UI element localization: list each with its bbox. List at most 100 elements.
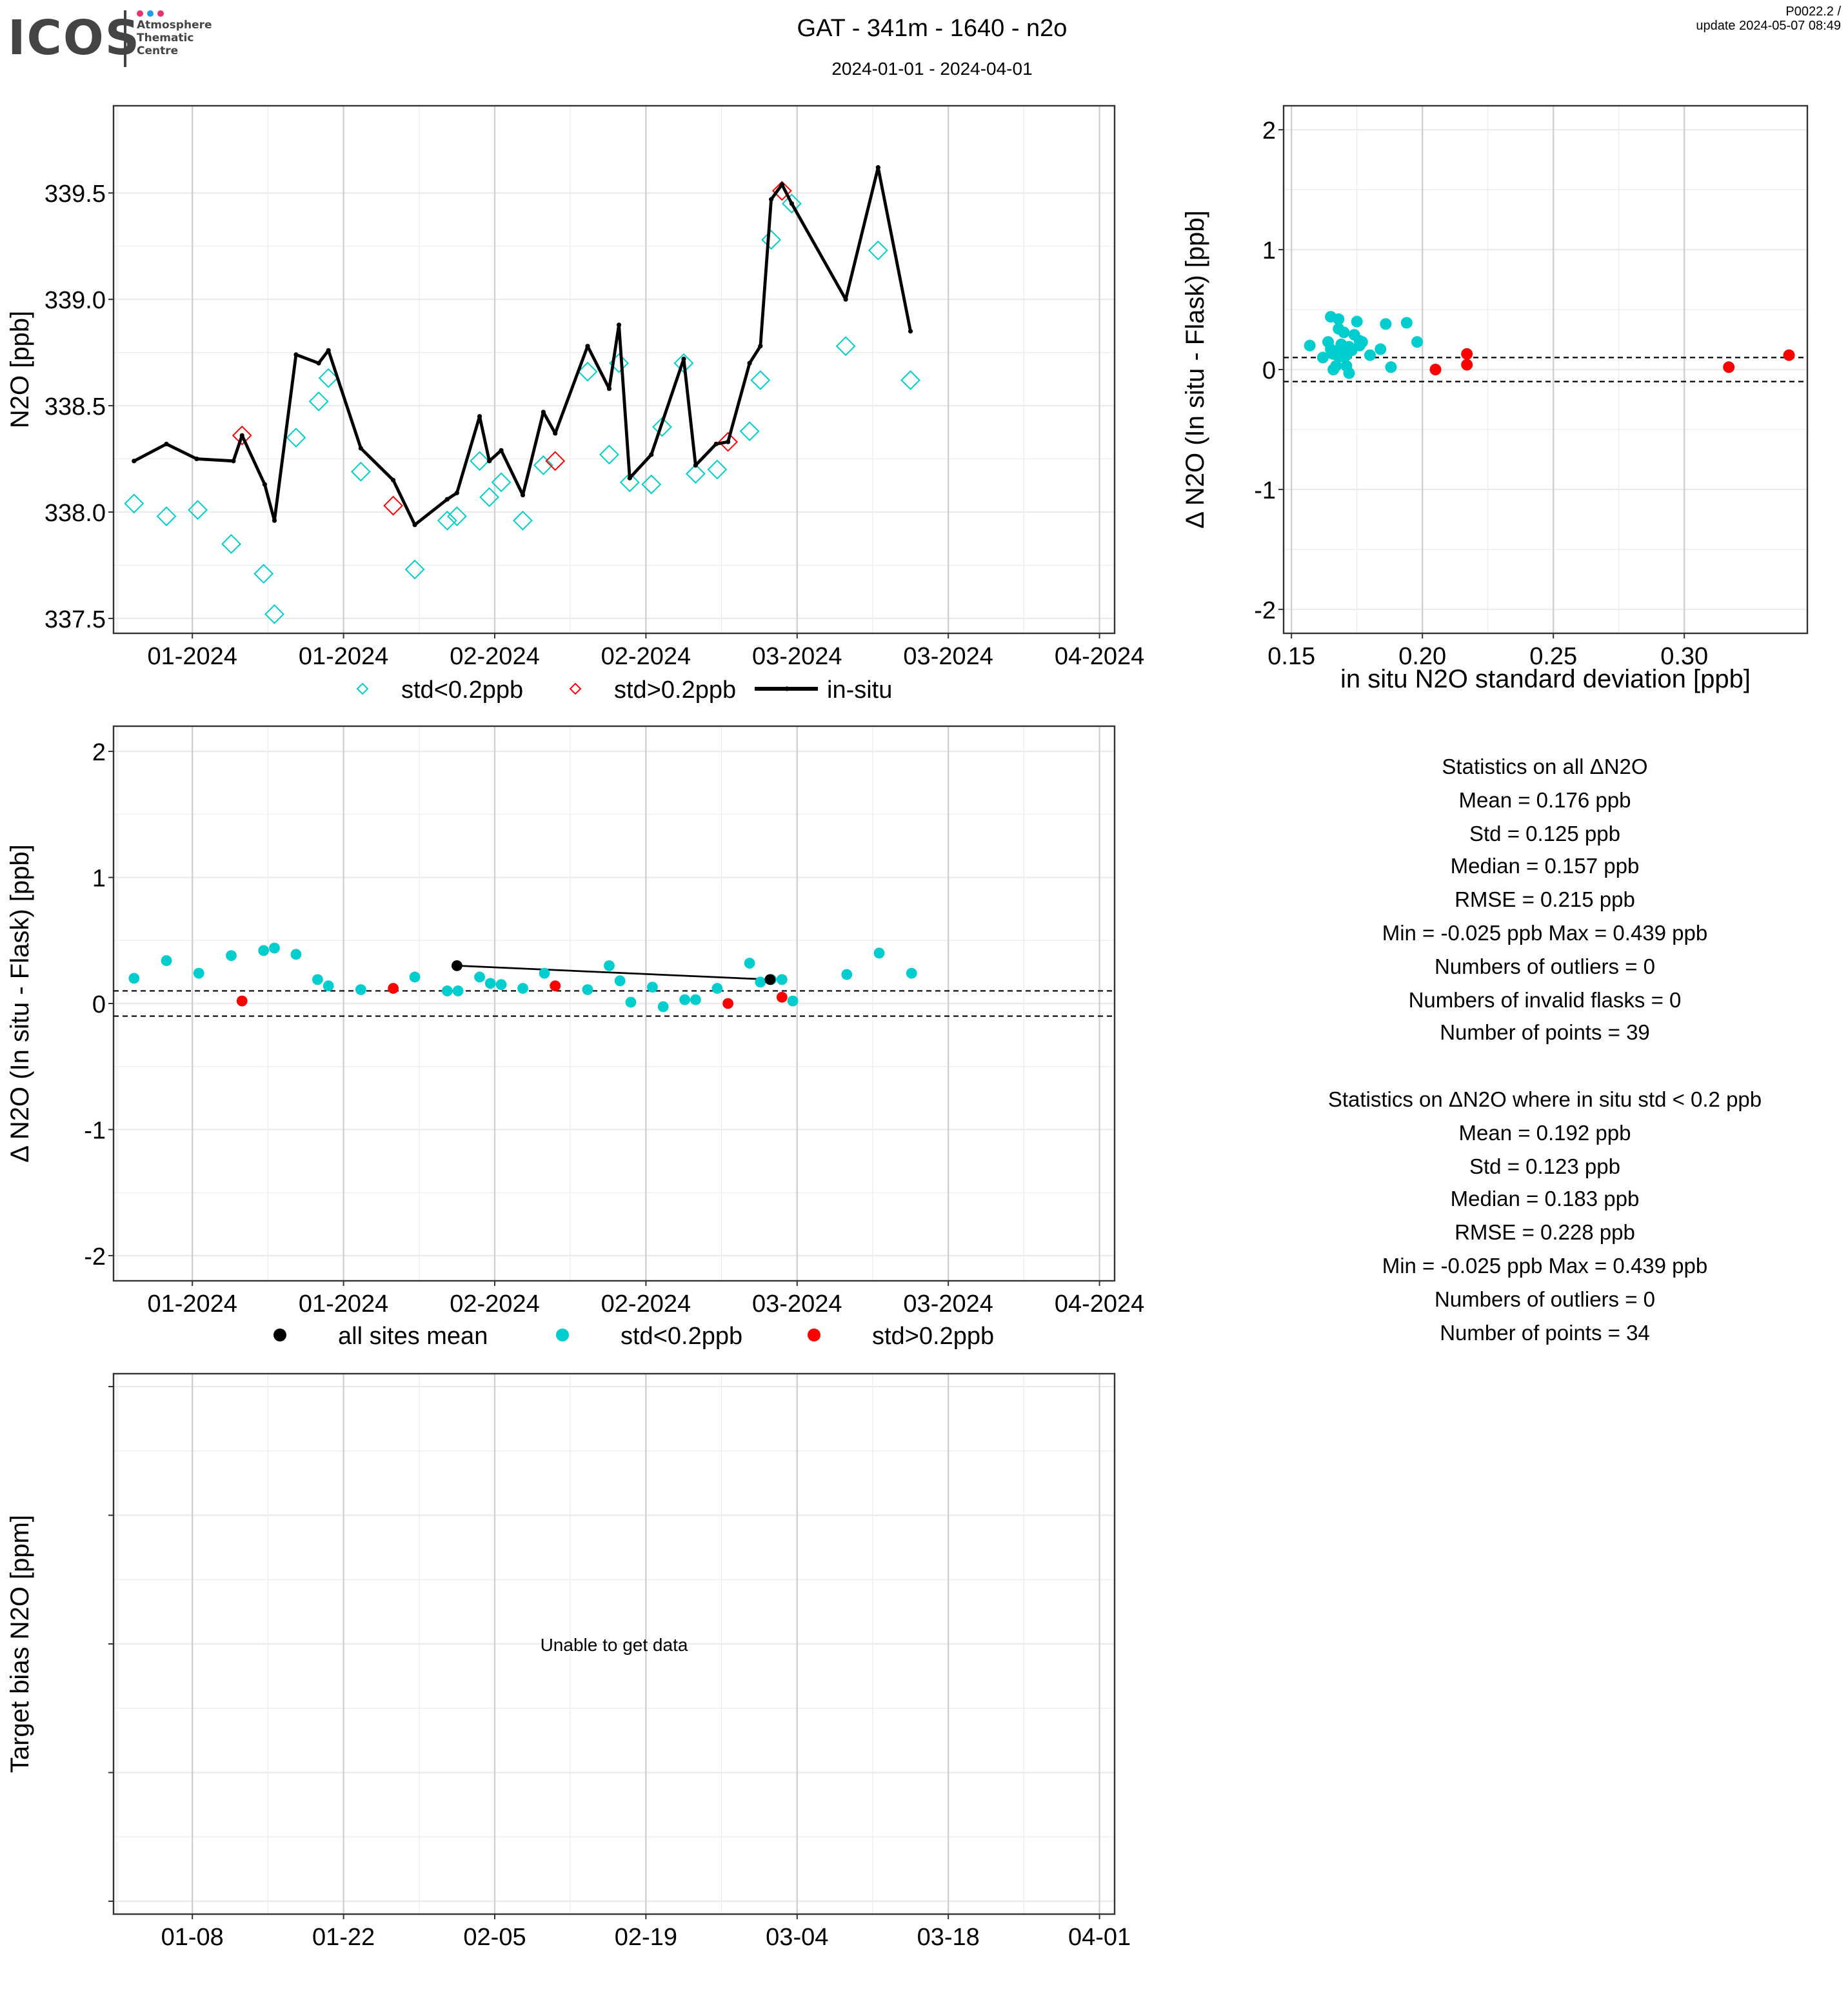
x-tick-label: 0.25 xyxy=(1529,643,1577,670)
flask-point xyxy=(718,431,739,452)
flask-point xyxy=(750,370,771,390)
insitu-line xyxy=(133,166,912,527)
stats-all-panel: Statistics on all ΔN2O Mean = 0.176 ppb … xyxy=(1264,752,1825,1051)
delta-point xyxy=(409,971,421,983)
delta-point xyxy=(355,984,366,995)
flask-point xyxy=(253,564,274,584)
flask-point xyxy=(771,181,792,201)
legend-label: std>0.2ppb xyxy=(614,677,736,704)
delta-point xyxy=(841,969,853,980)
delta-point xyxy=(550,980,561,992)
insitu-point xyxy=(520,493,526,498)
delta-point xyxy=(744,958,755,969)
mean-line xyxy=(457,964,770,981)
delta-point xyxy=(647,982,658,993)
scatter-point xyxy=(1364,349,1376,361)
flask-point xyxy=(513,510,533,531)
legend-key-mean xyxy=(273,1329,286,1341)
x-tick-label: 01-22 xyxy=(312,1924,375,1951)
stats-all-title: Statistics on all ΔN2O xyxy=(1442,756,1648,779)
delta-point xyxy=(604,960,615,971)
x-tick-label: 01-2024 xyxy=(147,643,237,670)
insitu-point xyxy=(768,197,774,202)
x-tick-label: 01-2024 xyxy=(299,1290,388,1318)
insitu-point xyxy=(649,452,654,457)
delta-point xyxy=(161,955,172,966)
y-tick-label: 0 xyxy=(92,991,106,1018)
flask-point xyxy=(577,361,598,382)
x-tick-label: 03-2024 xyxy=(903,643,993,670)
insitu-point xyxy=(681,356,686,362)
insitu-point xyxy=(316,361,321,366)
x-tick-label: 04-01 xyxy=(1068,1924,1131,1951)
x-tick-label: 0.20 xyxy=(1398,643,1446,670)
stats-line: Numbers of invalid flasks = 0 xyxy=(1408,989,1682,1013)
logo-dots-icon xyxy=(137,10,164,17)
y-tick-label: -2 xyxy=(1254,597,1276,624)
insitu-point xyxy=(487,459,492,464)
flask-point xyxy=(350,461,371,482)
x-tick-label: 02-2024 xyxy=(450,1290,539,1318)
delta-point xyxy=(452,985,464,996)
scatter-point xyxy=(1411,336,1424,348)
y-tick-label: -1 xyxy=(1254,477,1276,504)
scatter-point xyxy=(1461,348,1473,360)
plot-frame xyxy=(1282,104,1809,635)
delta-point xyxy=(474,971,485,983)
insitu-point xyxy=(616,322,622,328)
x-tick-label: 02-2024 xyxy=(601,643,691,670)
scatter-point xyxy=(1356,336,1368,348)
logo-line: Atmosphere xyxy=(137,19,212,32)
delta-point xyxy=(787,995,799,1007)
flask-point xyxy=(318,368,339,388)
flask-point xyxy=(264,604,284,624)
flask-point xyxy=(739,421,760,442)
insitu-point xyxy=(262,482,267,487)
logo-dot xyxy=(157,10,164,17)
flask-point xyxy=(479,487,500,508)
delta-point xyxy=(679,994,691,1005)
insitu-point xyxy=(627,475,632,480)
mean-point xyxy=(764,974,776,985)
x-tick-label: 0.30 xyxy=(1660,643,1708,670)
logo-dot xyxy=(147,10,154,17)
y-tick-label: 1 xyxy=(1262,237,1276,264)
logo-divider xyxy=(124,10,126,67)
x-tick-label: 02-2024 xyxy=(450,643,539,670)
x-tick-label: 02-19 xyxy=(615,1924,677,1951)
y-tick-label: -2 xyxy=(84,1243,106,1270)
flask-point xyxy=(685,464,706,484)
x-tick-label: 03-2024 xyxy=(752,1290,842,1318)
delta-point xyxy=(312,974,323,985)
scatter-point xyxy=(1723,361,1735,373)
flask-point xyxy=(835,336,856,357)
logo-line: Centre xyxy=(137,45,179,58)
legend-label: std>0.2ppb xyxy=(872,1323,994,1350)
y-tick-label: 338.0 xyxy=(45,500,106,527)
insitu-point xyxy=(444,497,450,502)
legend-key-std-high xyxy=(808,1329,820,1341)
flask-point xyxy=(188,500,208,520)
insitu-point xyxy=(726,439,731,444)
scatter-point xyxy=(1429,364,1442,375)
y-tick-label: 339.5 xyxy=(45,181,106,208)
insitu-point xyxy=(843,297,848,302)
y-tick-label: 337.5 xyxy=(45,606,106,633)
plot-frame xyxy=(112,1372,1116,1915)
flask-point xyxy=(599,444,619,465)
x-tick-label: 03-18 xyxy=(917,1924,980,1951)
insitu-point xyxy=(164,441,169,447)
flask-point xyxy=(156,506,177,527)
stats-line: Number of points = 34 xyxy=(1440,1321,1650,1345)
x-tick-label: 03-2024 xyxy=(903,1290,993,1318)
insitu-point xyxy=(713,441,719,447)
plot-frame xyxy=(112,725,1116,1282)
insitu-point xyxy=(779,182,784,187)
x-axis-label: in situ N2O standard deviation [ppb] xyxy=(1340,665,1751,693)
y-tick-label: 0 xyxy=(1262,357,1276,384)
insitu-point xyxy=(477,413,482,419)
delta-point xyxy=(873,947,885,959)
x-tick-label: 01-2024 xyxy=(147,1290,237,1318)
flask-point xyxy=(868,240,888,261)
stats-line: Numbers of outliers = 0 xyxy=(1434,955,1656,979)
